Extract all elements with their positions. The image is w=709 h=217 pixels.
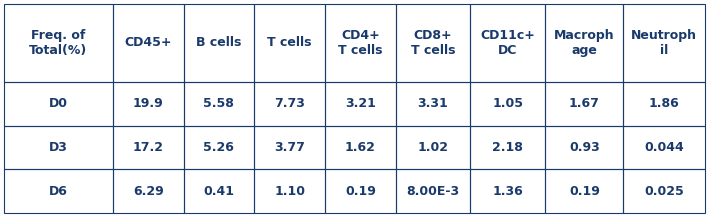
Text: 1.05: 1.05 xyxy=(492,97,523,110)
Text: 0.044: 0.044 xyxy=(644,141,684,154)
Bar xyxy=(470,4,545,82)
Text: 8.00E-3: 8.00E-3 xyxy=(406,185,459,198)
Bar xyxy=(623,82,705,125)
Bar xyxy=(396,82,470,125)
Text: 3.31: 3.31 xyxy=(418,97,448,110)
Text: 19.9: 19.9 xyxy=(133,97,164,110)
Bar xyxy=(325,4,396,82)
Text: 1.36: 1.36 xyxy=(492,185,523,198)
Bar xyxy=(113,169,184,213)
Bar xyxy=(184,169,255,213)
Text: 1.02: 1.02 xyxy=(418,141,449,154)
Bar xyxy=(255,4,325,82)
Text: 1.86: 1.86 xyxy=(649,97,679,110)
Text: 17.2: 17.2 xyxy=(133,141,164,154)
Bar xyxy=(545,4,623,82)
Bar xyxy=(184,125,255,169)
Bar xyxy=(113,125,184,169)
Bar xyxy=(396,4,470,82)
Bar xyxy=(4,4,113,82)
Bar xyxy=(623,125,705,169)
Bar xyxy=(113,82,184,125)
Text: CD8+
T cells: CD8+ T cells xyxy=(411,29,455,57)
Text: CD45+: CD45+ xyxy=(125,36,172,49)
Text: 6.29: 6.29 xyxy=(133,185,164,198)
Bar xyxy=(184,4,255,82)
Bar xyxy=(255,82,325,125)
Bar xyxy=(4,169,113,213)
Text: 0.19: 0.19 xyxy=(345,185,376,198)
Text: Macroph
age: Macroph age xyxy=(554,29,615,57)
Bar xyxy=(255,169,325,213)
Text: D6: D6 xyxy=(49,185,68,198)
Bar xyxy=(623,169,705,213)
Text: Neutroph
il: Neutroph il xyxy=(631,29,697,57)
Text: 0.41: 0.41 xyxy=(203,185,235,198)
Bar xyxy=(184,82,255,125)
Text: 0.93: 0.93 xyxy=(569,141,600,154)
Bar xyxy=(325,82,396,125)
Text: CD4+
T cells: CD4+ T cells xyxy=(338,29,383,57)
Text: 3.21: 3.21 xyxy=(345,97,376,110)
Bar xyxy=(325,169,396,213)
Text: 1.67: 1.67 xyxy=(569,97,600,110)
Text: Freq. of
Total(%): Freq. of Total(%) xyxy=(29,29,87,57)
Bar xyxy=(113,4,184,82)
Bar xyxy=(623,4,705,82)
Bar xyxy=(4,125,113,169)
Bar xyxy=(545,169,623,213)
Text: 0.025: 0.025 xyxy=(644,185,684,198)
Text: 1.62: 1.62 xyxy=(345,141,376,154)
Text: D3: D3 xyxy=(49,141,68,154)
Text: B cells: B cells xyxy=(196,36,242,49)
Bar xyxy=(396,169,470,213)
Bar xyxy=(470,125,545,169)
Bar xyxy=(545,82,623,125)
Bar xyxy=(470,169,545,213)
Text: 5.26: 5.26 xyxy=(203,141,235,154)
Text: 1.10: 1.10 xyxy=(274,185,305,198)
Bar xyxy=(325,125,396,169)
Text: T cells: T cells xyxy=(267,36,312,49)
Bar xyxy=(396,125,470,169)
Bar xyxy=(255,125,325,169)
Text: 0.19: 0.19 xyxy=(569,185,600,198)
Text: CD11c+
DC: CD11c+ DC xyxy=(480,29,535,57)
Bar xyxy=(545,125,623,169)
Text: D0: D0 xyxy=(49,97,68,110)
Text: 7.73: 7.73 xyxy=(274,97,305,110)
Bar xyxy=(4,82,113,125)
Text: 2.18: 2.18 xyxy=(492,141,523,154)
Text: 5.58: 5.58 xyxy=(203,97,235,110)
Text: 3.77: 3.77 xyxy=(274,141,305,154)
Bar xyxy=(470,82,545,125)
